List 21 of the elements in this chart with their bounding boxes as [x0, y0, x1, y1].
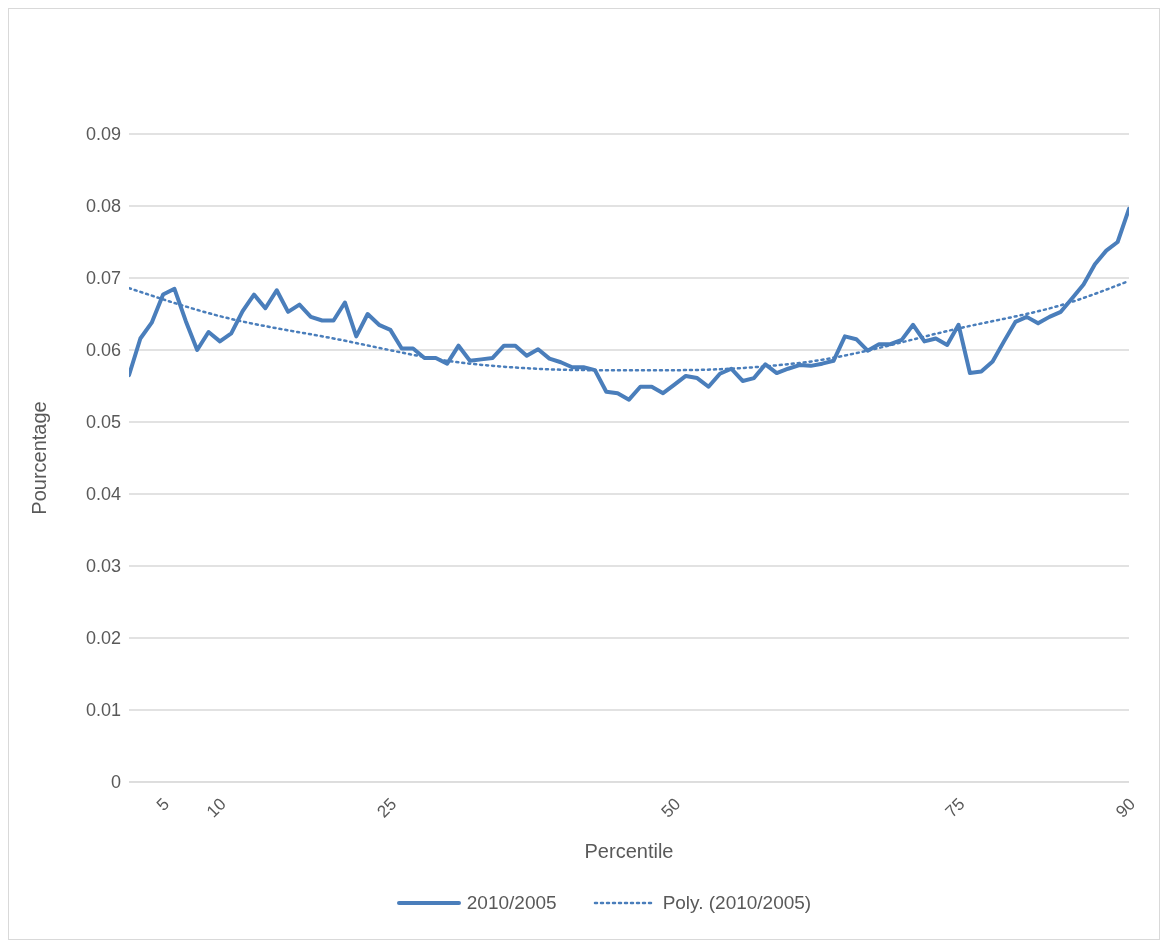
y-tick-label: 0.04 [85, 484, 121, 505]
y-axis-title: Pourcentage [28, 401, 51, 515]
y-tick-label: 0.02 [85, 628, 121, 649]
x-tick-label: 5 [152, 794, 173, 815]
legend-label: Poly. (2010/2005) [662, 892, 812, 914]
y-tick-label: 0.01 [85, 700, 121, 721]
line-series [129, 206, 1129, 402]
y-tick-label: 0.06 [85, 340, 121, 361]
y-tick-label: 0.05 [85, 412, 121, 433]
y-tick-label: 0.09 [85, 124, 121, 145]
x-tick-label: 50 [657, 794, 685, 822]
y-tick-label: 0.07 [85, 268, 121, 289]
y-tick-label: 0 [110, 772, 121, 793]
x-tick-label: 75 [941, 794, 969, 822]
y-tick-label: 0.08 [85, 196, 121, 217]
y-tick-label: 0.03 [85, 556, 121, 577]
x-tick-label: 90 [1112, 794, 1139, 822]
legend-label: 2010/2005 [466, 892, 557, 914]
x-tick-label: 25 [373, 794, 401, 822]
x-axis-title: Percentile [584, 840, 674, 863]
x-tick-label: 10 [202, 794, 230, 822]
